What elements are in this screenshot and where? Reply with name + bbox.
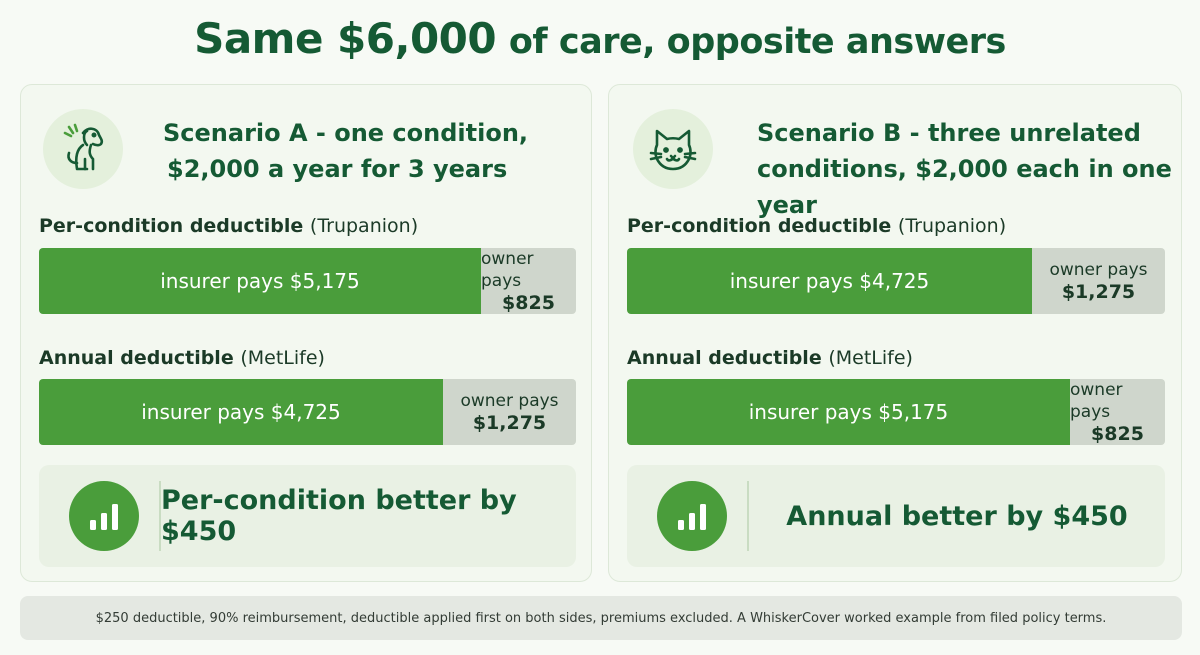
scenario-b-result: Annual better by $450: [627, 465, 1165, 567]
cat-icon: [633, 109, 713, 189]
title-rest: of care, opposite answers: [508, 22, 1007, 62]
title-highlight: Same $6,000: [194, 14, 497, 63]
page-title: Same $6,000 of care, opposite answers: [0, 14, 1200, 63]
scenario-b-row2-label: Annual deductible (MetLife): [627, 347, 913, 369]
scenario-b-panel: Scenario B - three unrelated conditions,…: [608, 84, 1182, 582]
scenario-b-row2-bar: insurer pays $5,175 owner pays $825: [627, 379, 1165, 445]
footnote: $250 deductible, 90% reimbursement, dedu…: [20, 596, 1182, 640]
result-text: Per-condition better by $450: [161, 485, 517, 547]
row-provider: (MetLife): [828, 347, 913, 369]
owner-label: owner pays: [1070, 380, 1123, 422]
scenario-a-title: Scenario A - one condition, $2,000 a yea…: [163, 115, 528, 187]
scenario-b-title: Scenario B - three unrelated conditions,…: [757, 115, 1181, 223]
scenario-b-row1-bar: insurer pays $4,725 owner pays $1,275: [627, 248, 1165, 314]
dog-icon: [43, 109, 123, 189]
owner-label: owner pays: [460, 391, 559, 411]
scenario-a-title-line2: $2,000 a year for 3 years: [167, 155, 508, 183]
owner-label: owner pays: [481, 249, 534, 291]
scenario-b-title-line1: Scenario B - three unrelated: [757, 119, 1141, 147]
scenario-a-row2-bar: insurer pays $4,725 owner pays $1,275: [39, 379, 576, 445]
owner-segment: owner pays $1,275: [1032, 248, 1165, 314]
row-provider: (MetLife): [240, 347, 325, 369]
result-text: Annual better by $450: [786, 500, 1128, 532]
insurer-segment: insurer pays $5,175: [39, 248, 481, 314]
insurer-segment: insurer pays $4,725: [39, 379, 443, 445]
row-label-text: Annual deductible: [39, 347, 234, 369]
scenario-a-row2-label: Annual deductible (MetLife): [39, 347, 325, 369]
scenario-a-panel: Scenario A - one condition, $2,000 a yea…: [20, 84, 592, 582]
scenario-b-title-line2: conditions, $2,000 each in one year: [757, 155, 1172, 219]
bar-chart-icon: [657, 481, 727, 551]
owner-segment: owner pays $1,275: [443, 379, 576, 445]
bar-chart-icon: [69, 481, 139, 551]
insurer-segment: insurer pays $4,725: [627, 248, 1032, 314]
owner-amount: $1,275: [472, 412, 547, 434]
result-divider: [747, 481, 749, 551]
row-label-text: Per-condition deductible: [39, 215, 304, 237]
scenario-b-row1-label: Per-condition deductible (Trupanion): [627, 215, 1006, 237]
result-divider: [159, 481, 161, 551]
scenario-a-title-line1: Scenario A - one condition,: [163, 119, 529, 147]
scenario-a-row1-label: Per-condition deductible (Trupanion): [39, 215, 418, 237]
scenario-a-result: Per-condition better by $450: [39, 465, 576, 567]
row-label-text: Annual deductible: [627, 347, 822, 369]
insurer-segment: insurer pays $5,175: [627, 379, 1070, 445]
row-provider: (Trupanion): [897, 215, 1007, 237]
owner-segment: owner pays $825: [1070, 379, 1165, 445]
row-label-text: Per-condition deductible: [627, 215, 892, 237]
scenario-a-row1-bar: insurer pays $5,175 owner pays $825: [39, 248, 576, 314]
owner-amount: $1,275: [1061, 281, 1136, 303]
row-provider: (Trupanion): [309, 215, 419, 237]
owner-amount: $825: [1091, 423, 1144, 445]
owner-amount: $825: [502, 292, 555, 314]
owner-segment: owner pays $825: [481, 248, 576, 314]
owner-label: owner pays: [1049, 260, 1148, 280]
